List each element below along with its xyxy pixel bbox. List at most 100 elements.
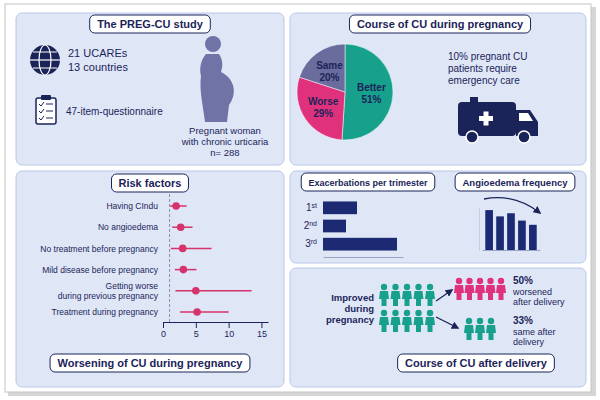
header-box — [50, 354, 250, 372]
label: after delivery — [513, 297, 565, 307]
point — [179, 245, 187, 253]
panel-header: Angioedema frequency — [455, 173, 575, 191]
person-body — [402, 317, 412, 332]
data-label: 29% — [313, 108, 333, 119]
label: pregnancy — [326, 314, 375, 325]
tick-label: 10 — [224, 329, 234, 339]
header-box — [455, 173, 575, 191]
axis-line — [324, 257, 404, 258]
person-icon — [402, 310, 412, 332]
axis-line — [479, 209, 480, 251]
tick-label: 0 — [161, 329, 166, 339]
label: patients require — [448, 63, 517, 74]
panel-header: Course of CU during pregnancy — [349, 15, 530, 33]
cross-v — [484, 112, 489, 126]
header-box — [398, 354, 555, 372]
ambulance-window — [519, 113, 533, 121]
label-line: during previous pregnancy — [58, 291, 159, 301]
tick-label: Having CIndu — [106, 201, 158, 211]
label: emergency care — [448, 75, 520, 86]
person-body — [391, 291, 401, 306]
pie: Better51%Worse29%Same20% — [297, 44, 393, 140]
slice-label: Same — [316, 60, 343, 71]
x-axis — [324, 257, 404, 258]
label: worsened — [512, 287, 552, 297]
label: Pregnant woman — [189, 125, 261, 136]
person-head — [415, 284, 421, 290]
tick-label: 2nd — [304, 220, 317, 232]
header-text: Angioedema frequency — [462, 177, 568, 188]
person-body — [414, 291, 424, 306]
panel-header: The PREG-CU study — [90, 15, 211, 33]
panel — [290, 268, 586, 387]
label: delivery — [513, 337, 545, 347]
tick: 2nd — [304, 220, 317, 232]
person-icon — [391, 310, 401, 332]
person-icon — [486, 278, 496, 300]
frame — [5, 4, 591, 392]
person-head — [466, 318, 472, 324]
panel-header: Exacerbations per trimester — [301, 173, 435, 191]
panel — [290, 171, 586, 263]
panel-header: Course of CU after delivery — [398, 354, 555, 372]
person-head — [392, 310, 398, 316]
siren — [470, 97, 478, 102]
tick: 15 — [257, 322, 267, 339]
tick-label: No treatment before pregnancy — [40, 244, 158, 254]
tick: Treatment during pregnancy — [52, 307, 159, 317]
header-text: Course of CU after delivery — [405, 357, 548, 369]
person-icon — [414, 310, 424, 332]
person-icon — [425, 310, 435, 332]
tick: 10 — [224, 322, 234, 339]
label-suffix: rd — [311, 238, 317, 245]
point — [180, 266, 188, 274]
slice-label: Better — [357, 82, 386, 93]
person-head — [477, 278, 483, 284]
label: 21 UCAREs — [68, 47, 128, 59]
person-head — [381, 284, 387, 290]
person-body — [414, 317, 424, 332]
bar — [507, 213, 515, 250]
tick-mark — [261, 322, 262, 328]
pregnant-woman-icon — [200, 36, 234, 122]
bar — [323, 238, 397, 251]
person-body — [464, 325, 474, 340]
person-icon — [465, 278, 475, 300]
people — [379, 278, 506, 340]
check-line — [46, 118, 53, 119]
point — [177, 223, 185, 231]
body — [200, 54, 234, 122]
tick: 3rd — [305, 238, 317, 250]
plot-area — [485, 210, 536, 250]
person-icon — [475, 278, 485, 300]
label: Improved — [331, 292, 374, 303]
header-box — [90, 15, 211, 33]
tick-label: Getting worseduring previous pregnancy — [58, 281, 159, 300]
person-icon — [475, 318, 485, 340]
axis-line — [164, 322, 269, 323]
label: n= 288 — [210, 147, 239, 158]
person-head — [404, 284, 410, 290]
tick: Mild disease before pregnancy — [42, 265, 159, 275]
ambulance-icon — [458, 97, 538, 143]
head — [205, 36, 221, 52]
tick: Getting worseduring previous pregnancy — [58, 281, 159, 300]
bar — [529, 225, 537, 250]
person-body — [379, 317, 389, 332]
bar — [485, 210, 493, 250]
label: 13 countries — [68, 61, 128, 73]
person-head — [488, 318, 494, 324]
person-head — [381, 310, 387, 316]
person-body — [475, 285, 485, 300]
person-icon — [414, 284, 424, 306]
x-axis — [483, 250, 541, 251]
person-body — [402, 291, 412, 306]
label: during — [344, 303, 374, 314]
person-body — [475, 325, 485, 340]
reference-line — [169, 194, 170, 322]
label: 50% — [513, 275, 533, 286]
clipboard-icon — [36, 95, 56, 124]
axis-line — [483, 250, 541, 251]
person-body — [425, 317, 435, 332]
arrow — [436, 290, 452, 301]
